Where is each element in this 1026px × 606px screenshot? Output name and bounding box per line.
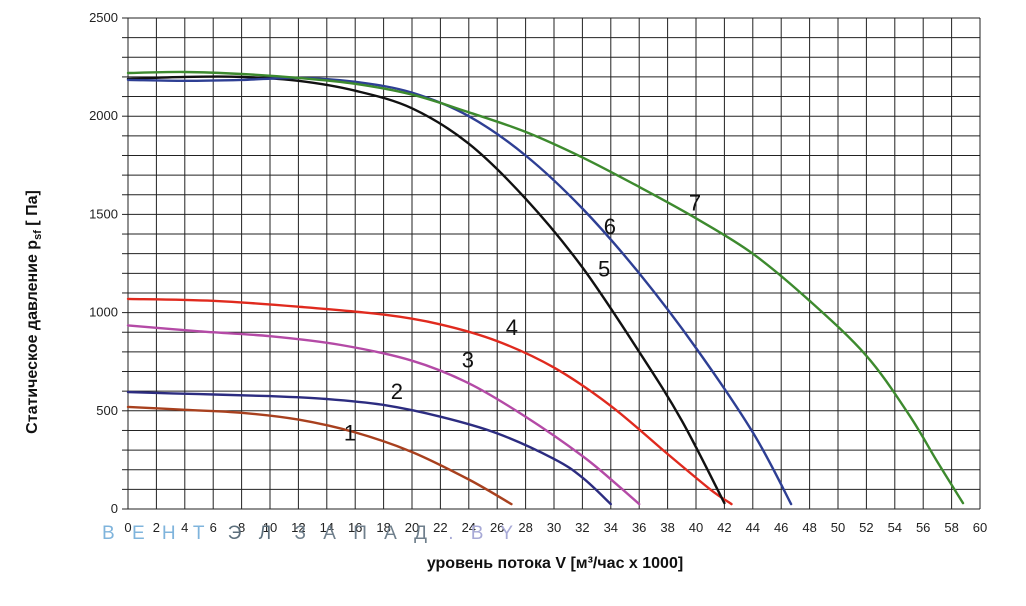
curve-label-2: 2 bbox=[391, 379, 403, 404]
x-tick-label: 28 bbox=[518, 520, 532, 535]
curve-label-4: 4 bbox=[506, 315, 518, 340]
curve-3 bbox=[126, 324, 641, 506]
x-tick-label: 2 bbox=[153, 520, 160, 535]
curves bbox=[126, 70, 965, 506]
x-tick-label: 26 bbox=[490, 520, 504, 535]
x-tick-label: 14 bbox=[320, 520, 334, 535]
x-tick-label: 20 bbox=[405, 520, 419, 535]
tick-labels: 0 2 4 6 8 10 12 14 16 18 20 22 24 26 28 30 32 34 36 38 40 42 4… bbox=[89, 10, 987, 535]
x-tick-label: 24 bbox=[462, 520, 476, 535]
curve-2 bbox=[126, 390, 612, 506]
y-axis-title-unit: [ Па] bbox=[24, 190, 41, 230]
y-axis-title: Статическое давление psf [ Па] bbox=[24, 190, 44, 434]
curve-label-3: 3 bbox=[462, 348, 474, 373]
y-tick-label: 500 bbox=[96, 403, 118, 418]
y-tick-label: 0 bbox=[111, 501, 118, 516]
x-tick-label: 34 bbox=[604, 520, 618, 535]
x-tick-label: 42 bbox=[717, 520, 731, 535]
x-tick-label: 32 bbox=[575, 520, 589, 535]
x-tick-label: 44 bbox=[746, 520, 760, 535]
watermark-part-1: В Е Н Т bbox=[102, 523, 211, 544]
y-axis-title-main: Статическое давление p bbox=[24, 240, 41, 434]
y-tick-label: 1500 bbox=[89, 206, 118, 221]
x-tick-label: 50 bbox=[831, 520, 845, 535]
watermark-part-3: З А П А Д bbox=[294, 523, 432, 544]
x-tick-label: 60 bbox=[973, 520, 987, 535]
x-tick-label: 16 bbox=[348, 520, 362, 535]
x-tick-label: 36 bbox=[632, 520, 646, 535]
curve-label-7: 7 bbox=[689, 190, 701, 215]
x-tick-label: 56 bbox=[916, 520, 930, 535]
x-tick-label: 38 bbox=[660, 520, 674, 535]
y-axis-title-subscript: sf bbox=[32, 230, 44, 240]
curve-6 bbox=[126, 76, 793, 506]
x-tick-label: 48 bbox=[802, 520, 816, 535]
y-tick-label: 2000 bbox=[89, 108, 118, 123]
x-axis-title: уровень потока V [м³/час x 1000] bbox=[427, 555, 683, 572]
x-tick-label: 10 bbox=[263, 520, 277, 535]
x-tick-label: 8 bbox=[238, 520, 245, 535]
curve-4 bbox=[126, 297, 733, 506]
x-tick-label: 46 bbox=[774, 520, 788, 535]
x-tick-label: 12 bbox=[291, 520, 305, 535]
grid bbox=[122, 17, 981, 510]
x-tick-label: 52 bbox=[859, 520, 873, 535]
x-tick-label: 54 bbox=[888, 520, 902, 535]
x-tick-label: 4 bbox=[181, 520, 188, 535]
x-tick-label: 22 bbox=[433, 520, 447, 535]
y-tick-label: 1000 bbox=[89, 305, 118, 320]
x-tick-label: 18 bbox=[376, 520, 390, 535]
x-tick-label: 6 bbox=[210, 520, 217, 535]
x-tick-label: 58 bbox=[944, 520, 958, 535]
x-tick-label: 30 bbox=[547, 520, 561, 535]
curve-5 bbox=[126, 75, 726, 505]
curve-1 bbox=[126, 405, 513, 506]
x-tick-label: 0 bbox=[124, 520, 131, 535]
curve-label-1: 1 bbox=[344, 420, 356, 445]
x-tick-label: 40 bbox=[689, 520, 703, 535]
curve-label-6: 6 bbox=[604, 214, 616, 239]
watermark-part-2: Э Л bbox=[228, 523, 277, 544]
curve-labels: 1 2 3 4 5 6 7 bbox=[344, 190, 701, 445]
y-tick-label: 2500 bbox=[89, 10, 118, 25]
watermark-text: В Е Н Т Э Л З А П А Д . B Y bbox=[102, 523, 519, 544]
watermark-part-4: . B Y bbox=[448, 523, 519, 544]
curve-7 bbox=[126, 70, 965, 505]
curve-label-5: 5 bbox=[598, 256, 610, 281]
